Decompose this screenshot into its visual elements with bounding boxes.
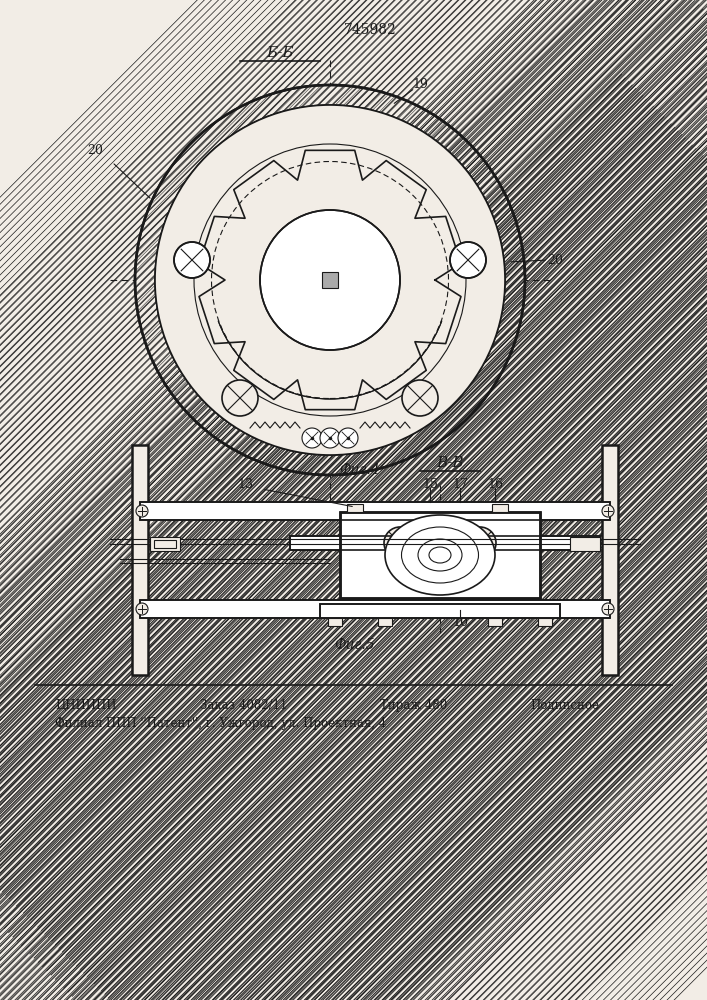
Circle shape — [602, 505, 614, 517]
Circle shape — [320, 428, 340, 448]
Bar — [140, 600, 610, 618]
Ellipse shape — [385, 515, 495, 595]
Circle shape — [135, 85, 525, 475]
Text: Фиг.5: Фиг.5 — [334, 638, 375, 652]
Bar — [347, 504, 363, 512]
Bar — [140, 502, 610, 520]
Text: 10: 10 — [452, 616, 468, 630]
Text: 20: 20 — [87, 143, 103, 156]
Bar — [320, 604, 560, 618]
Circle shape — [384, 527, 416, 559]
Circle shape — [450, 242, 486, 278]
Circle shape — [302, 428, 322, 448]
Bar — [378, 618, 392, 626]
Bar — [290, 536, 600, 550]
Circle shape — [136, 603, 148, 615]
Circle shape — [155, 105, 505, 455]
Circle shape — [155, 105, 505, 455]
Circle shape — [225, 175, 435, 385]
Bar — [322, 272, 338, 288]
Bar — [154, 540, 176, 548]
Bar — [340, 512, 540, 598]
Text: 745982: 745982 — [344, 23, 397, 37]
Circle shape — [194, 144, 466, 416]
Text: Тираж 480: Тираж 480 — [380, 699, 448, 712]
Text: 19: 19 — [412, 79, 428, 92]
Bar — [538, 618, 552, 626]
Bar — [320, 604, 560, 618]
Circle shape — [464, 527, 496, 559]
Bar — [602, 445, 618, 675]
Bar — [140, 502, 610, 520]
Text: ЦНИИПИ: ЦНИИПИ — [55, 699, 117, 712]
Bar — [328, 618, 342, 626]
Bar — [340, 512, 540, 598]
Circle shape — [174, 242, 210, 278]
Text: 20: 20 — [547, 253, 563, 266]
Bar — [132, 445, 148, 675]
Text: 16: 16 — [487, 479, 503, 491]
Text: Подписное: Подписное — [530, 699, 599, 712]
Bar — [150, 537, 180, 551]
Text: Фиг.4: Фиг.4 — [339, 463, 380, 477]
Circle shape — [402, 380, 438, 416]
Text: Б-Б: Б-Б — [267, 46, 294, 60]
Circle shape — [260, 210, 400, 350]
Text: Филиал ППП ''Патент'', г. Ужгород, ул. Проектная, 4: Филиал ППП ''Патент'', г. Ужгород, ул. П… — [55, 717, 386, 730]
Circle shape — [602, 603, 614, 615]
Circle shape — [136, 505, 148, 517]
Bar — [570, 537, 600, 551]
Text: 17: 17 — [452, 479, 468, 491]
Bar — [492, 504, 508, 512]
Text: 13: 13 — [237, 479, 253, 491]
Bar — [290, 536, 600, 550]
Circle shape — [338, 428, 358, 448]
Bar — [488, 618, 502, 626]
Bar — [140, 600, 610, 618]
Text: Заказ 4082/11: Заказ 4082/11 — [200, 699, 287, 712]
Text: В-В: В-В — [436, 456, 464, 470]
Text: 15: 15 — [422, 479, 438, 491]
Circle shape — [222, 380, 258, 416]
